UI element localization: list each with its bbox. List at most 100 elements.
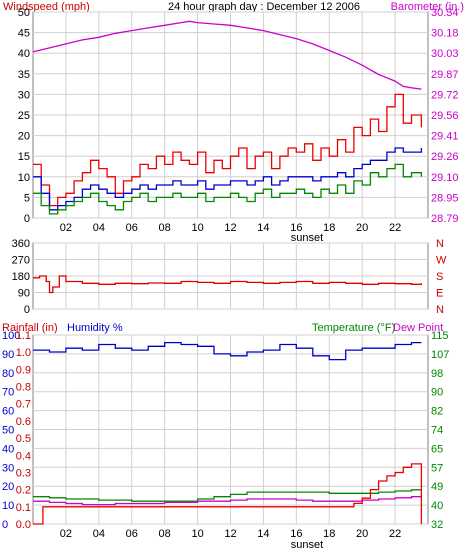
temperature-tick-65: 65 xyxy=(431,443,443,455)
series-line-temp--008800 xyxy=(33,489,422,502)
windspeed-tick-25: 25 xyxy=(18,110,30,122)
windspeed-tick-15: 15 xyxy=(18,151,30,163)
barometer-tick-29-26: 29.26 xyxy=(431,151,459,163)
barometer-tick-29-56: 29.56 xyxy=(431,110,459,122)
compass-tick-n: N xyxy=(436,238,444,250)
x-tick-04: 04 xyxy=(93,528,105,540)
windspeed-tick-35: 35 xyxy=(18,69,30,81)
x-tick-14: 14 xyxy=(257,528,269,540)
x-tick-20: 20 xyxy=(356,222,368,234)
humidity-tick-labels: 0 10 20 30 40 50 60 70 80 90 100 xyxy=(2,330,20,531)
series-line-humidity--0000cc xyxy=(33,341,422,361)
temp-humidity-series xyxy=(33,341,423,525)
barometer-axis-label: Barometer (in.) xyxy=(391,1,464,13)
windspeed-tick-labels: 0 5 10 15 20 25 30 35 40 45 50 xyxy=(18,7,30,225)
rainfall-tick-0-3: 0.3 xyxy=(16,467,31,479)
sunset-marker-bottom: sunset xyxy=(291,539,323,551)
windspeed-tick-40: 40 xyxy=(18,48,30,60)
wind-baro-series xyxy=(32,20,423,215)
compass-tick-w: W xyxy=(436,255,447,267)
humidity-tick-70: 70 xyxy=(2,387,14,399)
x-tick-10: 10 xyxy=(191,222,203,234)
wind-direction-series xyxy=(33,275,423,294)
series-line-temp--cc00cc xyxy=(33,495,423,506)
humidity-tick-20: 20 xyxy=(2,481,14,493)
rainfall-tick-0-0: 0.0 xyxy=(16,519,31,531)
windspeed-tick-50: 50 xyxy=(18,7,30,19)
barometer-tick-29-41: 29.41 xyxy=(431,131,459,143)
humidity-tick-10: 10 xyxy=(2,500,14,512)
x-tick-06: 06 xyxy=(126,528,138,540)
rainfall-tick-0-7: 0.7 xyxy=(16,399,31,411)
series-line-wind-direction xyxy=(33,275,423,294)
x-tick-16: 16 xyxy=(290,222,302,234)
rainfall-tick-1-0: 1.0 xyxy=(16,347,31,359)
rainfall-tick-0-2: 0.2 xyxy=(16,485,31,497)
x-tick-08: 08 xyxy=(159,222,171,234)
wind-direction-gridlines xyxy=(33,242,428,310)
wind-baro-x-tick-labels: 02 04 06 08 10 12 14 16 18 20 22 xyxy=(60,222,401,234)
barometer-tick-28-79: 28.79 xyxy=(431,213,459,225)
temp-humidity-x-tick-labels: 02 04 06 08 10 12 14 16 18 20 22 xyxy=(60,528,401,540)
rainfall-tick-0-9: 0.9 xyxy=(16,364,31,376)
humidity-tick-0: 0 xyxy=(2,519,8,531)
rainfall-tick-0-6: 0.6 xyxy=(16,416,31,428)
series-line-rain--ee0000 xyxy=(33,463,423,525)
compass-tick-n: N xyxy=(436,304,444,316)
barometer-tick-29-10: 29.10 xyxy=(431,172,459,184)
compass-tick-e: E xyxy=(436,288,443,300)
rainfall-tick-1-1: 1.1 xyxy=(16,330,31,342)
humidity-tick-60: 60 xyxy=(2,406,14,418)
temperature-tick-90: 90 xyxy=(431,387,443,399)
windspeed-tick-5: 5 xyxy=(24,192,30,204)
barometer-tick-labels: 28.79 28.95 29.10 29.26 29.41 29.56 29.72 29.87… xyxy=(431,7,459,225)
temperature-tick-115: 115 xyxy=(431,330,449,342)
rainfall-tick-labels: 0.0 0.1 0.2 0.3 0.4 0.5 0.6 0.7 0.8 0.9 1.0 1.1 xyxy=(16,330,31,531)
barometer-tick-29-87: 29.87 xyxy=(431,69,459,81)
temperature-tick-98: 98 xyxy=(431,368,443,380)
rainfall-axis-label: Rainfall (in) xyxy=(2,322,58,334)
series-line-wind-3 xyxy=(33,163,423,215)
barometer-tick-30-03: 30.03 xyxy=(431,48,459,60)
temperature-tick-82: 82 xyxy=(431,406,443,418)
barometer-tick-30-34: 30.34 xyxy=(431,7,459,19)
barometer-tick-30-18: 30.18 xyxy=(431,28,459,40)
x-tick-12: 12 xyxy=(224,528,236,540)
x-tick-18: 18 xyxy=(323,222,335,234)
humidity-tick-90: 90 xyxy=(2,349,14,361)
barometer-tick-28-95: 28.95 xyxy=(431,192,459,204)
rainfall-tick-0-8: 0.8 xyxy=(16,382,31,394)
series-line-wind-2 xyxy=(33,147,423,211)
direction-degree-tick-180: 180 xyxy=(12,271,30,283)
x-tick-10: 10 xyxy=(191,528,203,540)
windspeed-tick-20: 20 xyxy=(18,131,30,143)
temperature-tick-labels: 32 40 49 57 65 74 82 90 98 107 115 xyxy=(431,330,449,531)
x-tick-22: 22 xyxy=(389,222,401,234)
windspeed-tick-10: 10 xyxy=(18,172,30,184)
sunset-marker: sunset xyxy=(291,232,323,244)
x-tick-14: 14 xyxy=(257,222,269,234)
barometer-tick-29-72: 29.72 xyxy=(431,89,459,101)
windspeed-axis-label: Windspeed (mph) xyxy=(3,1,90,13)
x-tick-12: 12 xyxy=(224,222,236,234)
direction-degree-tick-360: 360 xyxy=(12,238,30,250)
windspeed-tick-0: 0 xyxy=(24,213,30,225)
rainfall-tick-0-1: 0.1 xyxy=(16,502,31,514)
x-tick-06: 06 xyxy=(126,222,138,234)
direction-degree-tick-0: 0 xyxy=(24,304,30,316)
temperature-tick-74: 74 xyxy=(431,425,443,437)
compass-tick-s: S xyxy=(436,271,443,283)
x-tick-04: 04 xyxy=(93,222,105,234)
humidity-tick-100: 100 xyxy=(2,330,20,342)
temperature-axis-label: Temperature (°F) xyxy=(312,322,395,334)
dewpoint-axis-label: Dew Point xyxy=(393,322,443,334)
x-tick-20: 20 xyxy=(356,528,368,540)
temperature-tick-40: 40 xyxy=(431,500,443,512)
wind-direction-degree-labels: 0 90 180 270 360 xyxy=(12,238,30,316)
x-tick-22: 22 xyxy=(389,528,401,540)
temp-humidity-gridlines xyxy=(33,334,428,525)
chart-title: 24 hour graph day : December 12 2006 xyxy=(168,1,360,13)
rainfall-tick-0-5: 0.5 xyxy=(16,433,31,445)
